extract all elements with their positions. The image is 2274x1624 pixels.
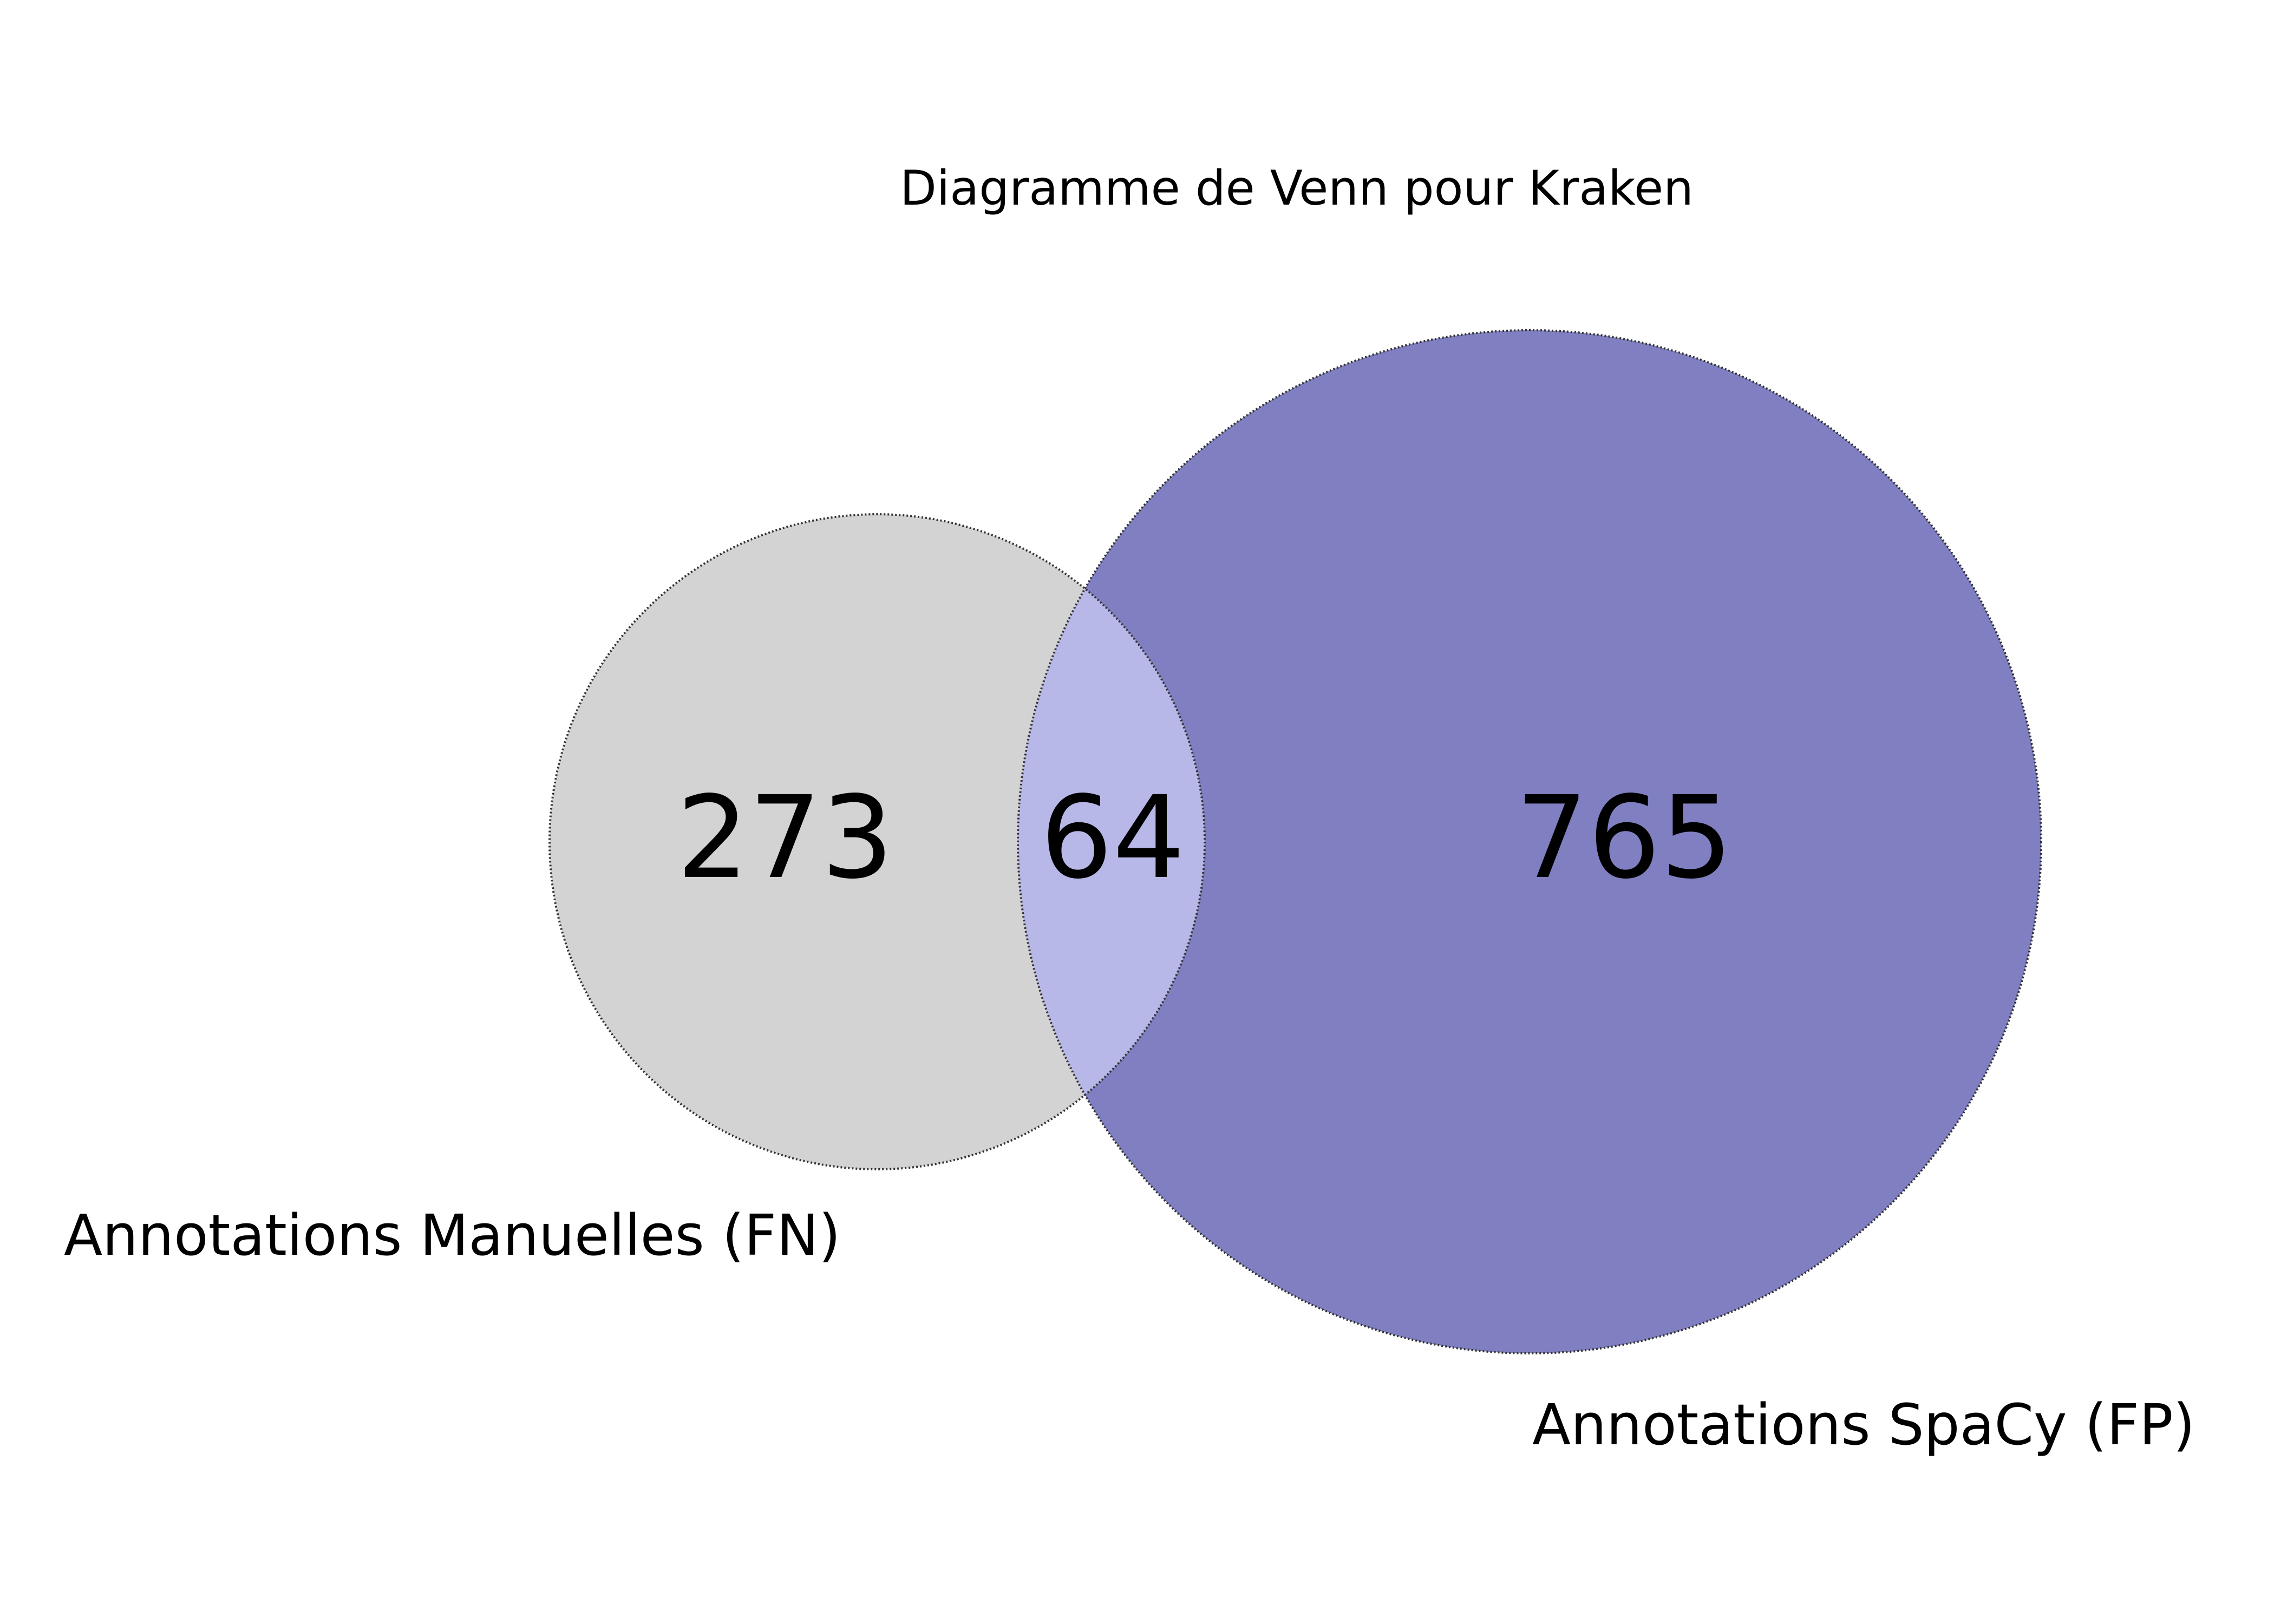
manual-only-count: 273	[677, 771, 894, 904]
diagram-title: Diagramme de Venn pour Kraken	[900, 160, 1694, 216]
manual-annotations-label: Annotations Manuelles (FN)	[64, 1202, 841, 1268]
spacy-annotations-circle	[1018, 330, 2041, 1353]
manual-circle-outline	[548, 513, 1206, 1170]
spacy-circle-outline	[1017, 329, 2042, 1354]
overlap-count: 64	[1040, 771, 1185, 904]
spacy-only-count: 765	[1516, 771, 1733, 904]
manual-annotations-circle	[550, 514, 1205, 1169]
spacy-annotations-label: Annotations SpaCy (FP)	[1532, 1392, 2195, 1458]
